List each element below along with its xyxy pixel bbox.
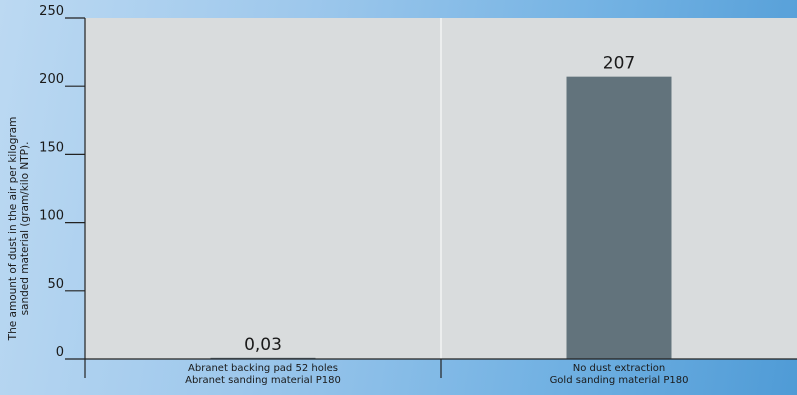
y-tick-label: 200: [39, 72, 64, 87]
y-axis-title-line: The amount of dust in the air per kilogr…: [7, 117, 19, 342]
y-tick-label: 250: [39, 4, 64, 19]
y-ticks: 0 50 100 150 200 250: [39, 4, 85, 360]
bar: [566, 76, 672, 359]
y-tick-label: 0: [56, 345, 64, 360]
x-category-label: Abranet backing pad 52 holes: [188, 363, 338, 374]
y-axis-title-line: sanded material (gram/kilo NTP).: [19, 142, 31, 316]
axes: [84, 18, 797, 378]
y-tick-label: 100: [39, 209, 64, 224]
y-tick-label: 150: [39, 140, 64, 155]
x-category-label: Abranet sanding material P180: [185, 375, 341, 386]
y-axis-label: The amount of dust in the air per kilogr…: [7, 117, 31, 342]
bar-data-label: 207: [603, 54, 635, 74]
x-category-label: Gold sanding material P180: [550, 375, 689, 386]
y-tick-label: 50: [47, 277, 64, 292]
x-category-label: No dust extraction: [573, 363, 665, 374]
bars: 0,03 207: [210, 54, 672, 359]
bar-data-label: 0,03: [244, 335, 282, 355]
